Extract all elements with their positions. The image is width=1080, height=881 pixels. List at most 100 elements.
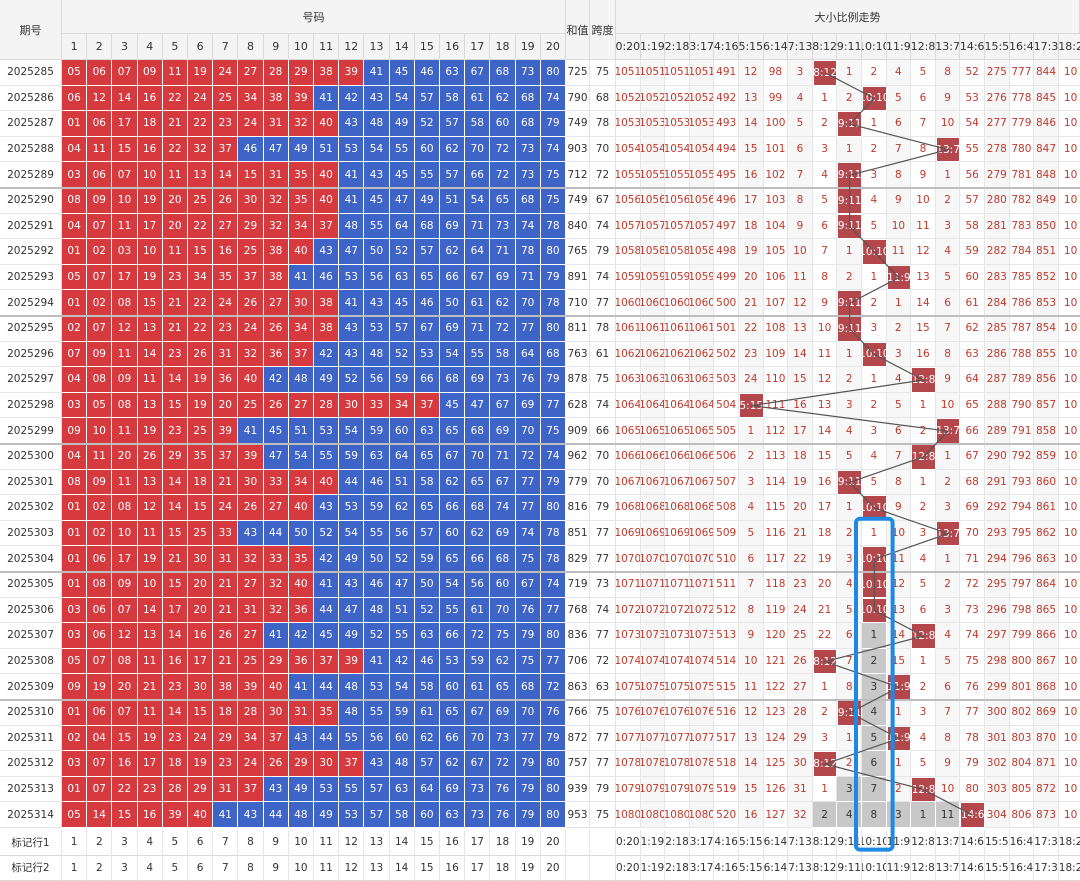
- small-number-cell: 40: [188, 802, 214, 828]
- ratio-miss-cell: 10: [1058, 700, 1080, 726]
- ratio-miss-cell: 2: [837, 85, 862, 112]
- small-number-cell: 14: [112, 85, 138, 112]
- big-number-cell: 63: [440, 60, 466, 86]
- small-number-cell: 05: [62, 264, 88, 291]
- big-number-cell: 63: [414, 623, 440, 649]
- big-number-cell: 46: [414, 290, 440, 316]
- big-number-cell: 56: [364, 367, 390, 393]
- ratio-miss-cell: 788: [1009, 341, 1035, 368]
- span-cell: 78: [590, 316, 616, 342]
- small-number-cell: 37: [339, 751, 365, 777]
- big-number-cell: 47: [465, 392, 491, 419]
- big-number-cell: 72: [465, 623, 491, 649]
- small-number-cell: 35: [188, 444, 214, 470]
- small-number-cell: 29: [213, 725, 239, 752]
- ratio-miss-cell: 9: [911, 162, 936, 188]
- number-column-header: 12: [339, 34, 365, 60]
- small-number-cell: 02: [62, 725, 88, 752]
- ratio-miss-cell: 1068: [665, 495, 690, 521]
- ratio-column-header: 12:8: [911, 34, 936, 60]
- ratio-miss-cell: 299: [985, 674, 1010, 700]
- small-number-cell: 40: [314, 469, 340, 496]
- big-number-cell: 41: [314, 572, 340, 598]
- footer-number-cell: 6: [188, 855, 214, 881]
- big-number-cell: 55: [364, 213, 390, 240]
- ratio-miss-cell: 21: [812, 597, 838, 624]
- big-number-cell: 62: [389, 495, 415, 521]
- ratio-miss-cell: 1: [935, 444, 961, 470]
- ratio-miss-cell: 1: [837, 136, 862, 163]
- ratio-miss-cell: 298: [985, 648, 1010, 675]
- ratio-miss-cell: 5: [886, 85, 912, 112]
- ratio-miss-cell: 76: [960, 674, 985, 700]
- small-number-cell: 11: [162, 239, 188, 265]
- small-number-cell: 08: [62, 188, 88, 214]
- big-number-cell: 65: [490, 674, 516, 700]
- big-number-cell: 79: [540, 264, 566, 291]
- ratio-miss-cell: 787: [1009, 316, 1035, 342]
- small-number-cell: 19: [188, 60, 214, 86]
- big-number-cell: 79: [540, 111, 566, 137]
- ratio-miss-cell: 10: [935, 776, 961, 803]
- small-number-cell: 14: [162, 367, 188, 393]
- small-number-cell: 34: [238, 725, 264, 752]
- big-number-cell: 60: [490, 111, 516, 137]
- ratio-miss-cell: 7: [837, 648, 862, 675]
- big-number-cell: 59: [389, 700, 415, 726]
- ratio-miss-cell: 1076: [689, 700, 715, 726]
- small-number-cell: 27: [213, 213, 239, 240]
- ratio-miss-cell: 17: [812, 495, 838, 521]
- ratio-miss-cell: 799: [1009, 623, 1035, 649]
- ratio-miss-cell: 20: [812, 572, 838, 598]
- ratio-miss-cell: 61: [960, 290, 985, 316]
- big-number-cell: 49: [288, 136, 314, 163]
- ratio-miss-cell: 27: [788, 674, 813, 700]
- big-number-cell: 50: [414, 572, 440, 598]
- ratio-miss-cell: 796: [1009, 546, 1035, 572]
- big-number-cell: 65: [440, 700, 466, 726]
- big-number-cell: 41: [288, 264, 314, 291]
- big-number-cell: 57: [440, 162, 466, 188]
- ratio-miss-cell: 1056: [640, 188, 666, 214]
- small-number-cell: 28: [314, 392, 340, 419]
- big-number-cell: 55: [389, 623, 415, 649]
- number-column-header: 6: [188, 34, 214, 60]
- ratio-miss-cell: 125: [763, 751, 789, 777]
- small-number-cell: 24: [238, 316, 264, 342]
- ratio-miss-cell: 5: [935, 264, 961, 291]
- small-number-cell: 14: [162, 469, 188, 496]
- big-number-cell: 75: [515, 546, 541, 572]
- ratio-miss-cell: 1: [812, 85, 838, 112]
- small-number-cell: 39: [238, 444, 264, 470]
- big-number-cell: 47: [263, 136, 289, 163]
- ratio-miss-cell: 1053: [640, 111, 666, 137]
- small-number-cell: 05: [62, 648, 88, 675]
- small-number-cell: 07: [87, 776, 113, 803]
- big-number-cell: 43: [238, 520, 264, 547]
- ratio-miss-cell: 123: [763, 700, 789, 726]
- small-number-cell: 07: [87, 213, 113, 240]
- ratio-miss-cell: 1080: [689, 802, 715, 828]
- small-number-cell: 15: [188, 495, 214, 521]
- ratio-miss-cell: 857: [1034, 392, 1059, 419]
- small-number-cell: 37: [314, 648, 340, 675]
- small-number-cell: 24: [238, 111, 264, 137]
- ratio-miss-cell: 7: [862, 776, 887, 803]
- ratio-miss-cell: 1073: [640, 623, 666, 649]
- big-number-cell: 77: [540, 597, 566, 624]
- small-number-cell: 05: [62, 802, 88, 828]
- ratio-miss-cell: 16: [739, 802, 764, 828]
- ratio-miss-cell: 797: [1009, 572, 1035, 598]
- ratio-miss-cell: 2: [911, 495, 936, 521]
- small-number-cell: 23: [213, 316, 239, 342]
- big-number-cell: 67: [465, 264, 491, 291]
- ratio-miss-cell: 4: [837, 418, 862, 444]
- small-number-cell: 18: [213, 700, 239, 726]
- ratio-miss-cell: 794: [1009, 495, 1035, 521]
- small-number-cell: 18: [188, 469, 214, 496]
- small-number-cell: 26: [188, 341, 214, 368]
- ratio-miss-cell: 2: [837, 520, 862, 547]
- ratio-miss-cell: 10: [1058, 520, 1080, 547]
- ratio-miss-cell: 8: [837, 674, 862, 700]
- big-number-cell: 47: [389, 188, 415, 214]
